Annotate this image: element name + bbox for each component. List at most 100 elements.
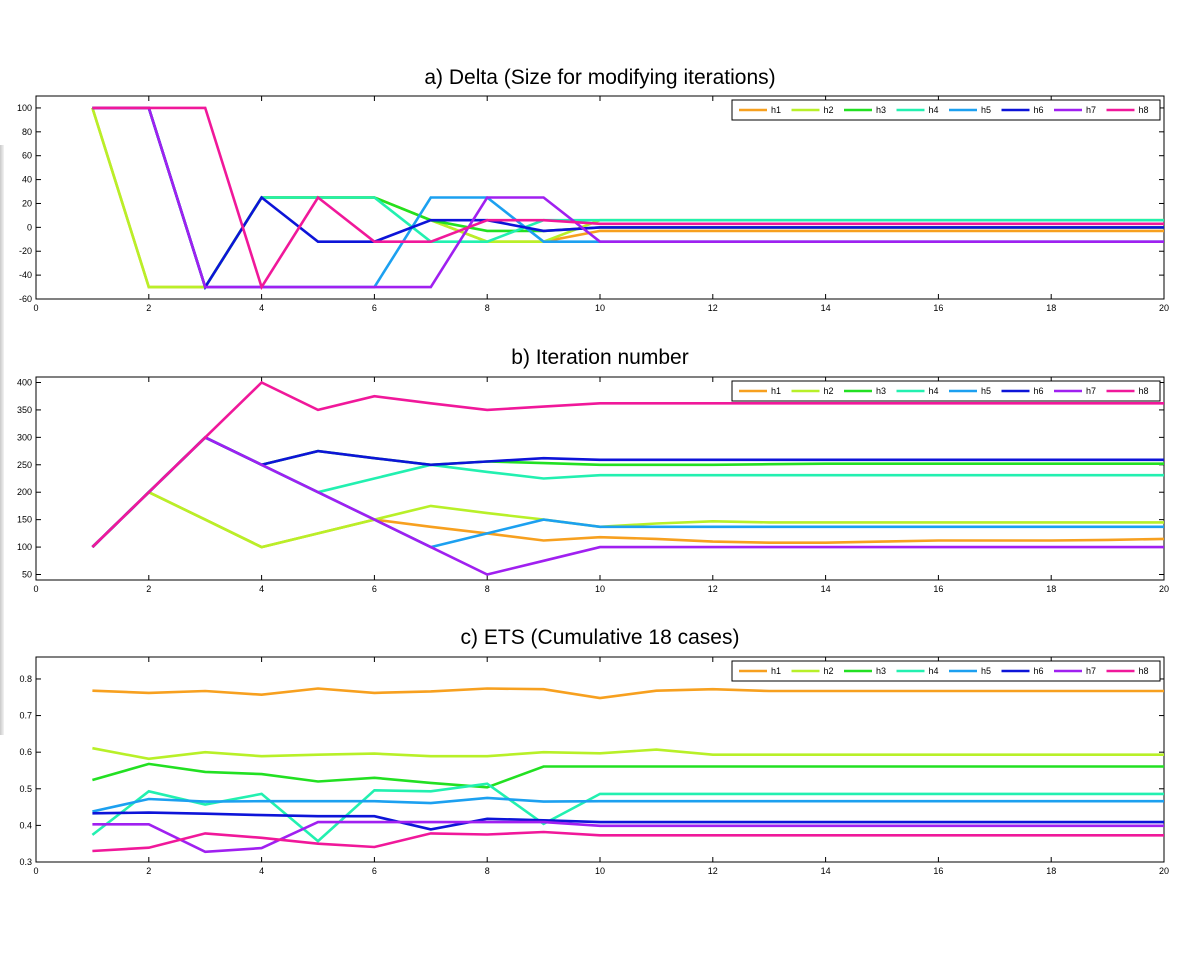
y-tick-label: 0.3 <box>19 857 32 867</box>
series-line-h5 <box>91 435 1164 549</box>
chart-title: a) Delta (Size for modifying iterations) <box>424 66 775 89</box>
y-tick-label: 40 <box>22 175 32 185</box>
chart-panel-2: b) Iteration number 0 2 4 6 8 10 12 14 16 18 20 50 10… <box>17 346 1169 594</box>
legend-label: h6 <box>1034 666 1044 676</box>
x-tick-label: 12 <box>708 303 718 313</box>
y-tick-label: 20 <box>22 198 32 208</box>
legend-label: h1 <box>771 666 781 676</box>
x-tick-label: 16 <box>933 866 943 876</box>
legend-box <box>731 99 1161 121</box>
y-tick-label: -60 <box>19 294 32 304</box>
plot-area <box>35 95 1165 300</box>
legend-label: h5 <box>981 666 991 676</box>
series-group <box>91 106 1164 291</box>
legend-label: h3 <box>876 105 886 115</box>
series-line-h4 <box>91 782 1164 843</box>
chart-panel-3: c) ETS (Cumulative 18 cases) 0 2 4 6 8 10 12 14 1… <box>19 626 1169 876</box>
legend-label: h4 <box>929 666 939 676</box>
x-tick-label: 10 <box>595 584 605 594</box>
x-tick-label: 12 <box>708 584 718 594</box>
legend-label: h5 <box>981 386 991 396</box>
legend-box <box>731 380 1161 402</box>
series-line-h1 <box>92 687 1164 700</box>
series-line-h7 <box>91 435 1164 576</box>
x-tick-label: 4 <box>259 584 264 594</box>
legend-label: h1 <box>771 386 781 396</box>
y-tick-label: 50 <box>22 570 32 580</box>
x-tick-label: 12 <box>708 866 718 876</box>
series-line-h3 <box>92 762 1164 789</box>
x-tick-label: 16 <box>933 584 943 594</box>
series-line-h2 <box>92 746 1164 761</box>
x-tick-label: 14 <box>821 584 831 594</box>
legend-label: h4 <box>929 386 939 396</box>
y-tick-label: 300 <box>17 432 32 442</box>
y-tick-label: 100 <box>17 103 32 113</box>
y-tick-label: -40 <box>19 270 32 280</box>
x-tick-label: 6 <box>372 303 377 313</box>
x-tick-label: 0 <box>33 584 38 594</box>
x-tick-label: 14 <box>821 303 831 313</box>
legend-label: h8 <box>1139 666 1149 676</box>
x-tick-label: 18 <box>1046 303 1056 313</box>
x-tick-label: 8 <box>485 866 490 876</box>
legend-label: h7 <box>1086 105 1096 115</box>
y-tick-label: 60 <box>22 151 32 161</box>
legend-label: h7 <box>1086 666 1096 676</box>
x-tick-label: 2 <box>146 866 151 876</box>
x-tick-label: 20 <box>1159 303 1169 313</box>
series-line-h3 <box>91 435 1164 549</box>
series-line-h6 <box>92 811 1164 831</box>
series-line-h5 <box>92 796 1164 813</box>
series-line-h4 <box>91 435 1164 549</box>
x-tick-label: 20 <box>1159 866 1169 876</box>
series-group <box>91 687 1164 854</box>
y-tick-label: 0.5 <box>19 784 32 794</box>
x-tick-label: 10 <box>595 303 605 313</box>
x-tick-label: 14 <box>821 866 831 876</box>
x-tick-label: 16 <box>933 303 943 313</box>
series-line-h8 <box>91 380 1164 549</box>
x-tick-label: 8 <box>485 584 490 594</box>
series-line-h7 <box>92 106 1164 289</box>
plot-area <box>35 656 1165 863</box>
legend-label: h4 <box>929 105 939 115</box>
series-line-h1 <box>91 490 1164 549</box>
y-tick-label: 0.8 <box>19 674 32 684</box>
y-tick-label: 0.6 <box>19 747 32 757</box>
legend-label: h6 <box>1034 105 1044 115</box>
legend-label: h3 <box>876 386 886 396</box>
series-line-h7 <box>92 820 1164 854</box>
legend: h1 h2 h3 h4 h5 h6 h7 h8 <box>731 99 1161 121</box>
window-edge-shadow <box>0 145 4 735</box>
x-tick-label: 10 <box>595 866 605 876</box>
legend-label: h3 <box>876 666 886 676</box>
plot-area <box>35 376 1165 581</box>
legend: h1 h2 h3 h4 h5 h6 h7 h8 <box>731 380 1161 402</box>
legend-label: h8 <box>1139 386 1149 396</box>
legend: h1 h2 h3 h4 h5 h6 h7 h8 <box>731 660 1161 682</box>
x-tick-label: 18 <box>1046 584 1056 594</box>
x-tick-label: 0 <box>33 303 38 313</box>
x-tick-label: 2 <box>146 584 151 594</box>
legend-label: h7 <box>1086 386 1096 396</box>
y-tick-label: 0.4 <box>19 820 32 830</box>
x-tick-label: 20 <box>1159 584 1169 594</box>
y-tick-label: 200 <box>17 487 32 497</box>
legend-label: h2 <box>824 105 834 115</box>
y-tick-label: 150 <box>17 515 32 525</box>
x-tick-label: 4 <box>259 866 264 876</box>
x-tick-label: 2 <box>146 303 151 313</box>
legend-box <box>731 660 1161 682</box>
y-tick-label: -20 <box>19 246 32 256</box>
y-tick-label: 250 <box>17 460 32 470</box>
series-line-h6 <box>91 435 1164 549</box>
x-tick-label: 6 <box>372 584 377 594</box>
x-tick-label: 0 <box>33 866 38 876</box>
x-tick-label: 8 <box>485 303 490 313</box>
chart-title: c) ETS (Cumulative 18 cases) <box>461 626 740 649</box>
legend-label: h2 <box>824 666 834 676</box>
legend-label: h6 <box>1034 386 1044 396</box>
x-tick-label: 18 <box>1046 866 1056 876</box>
